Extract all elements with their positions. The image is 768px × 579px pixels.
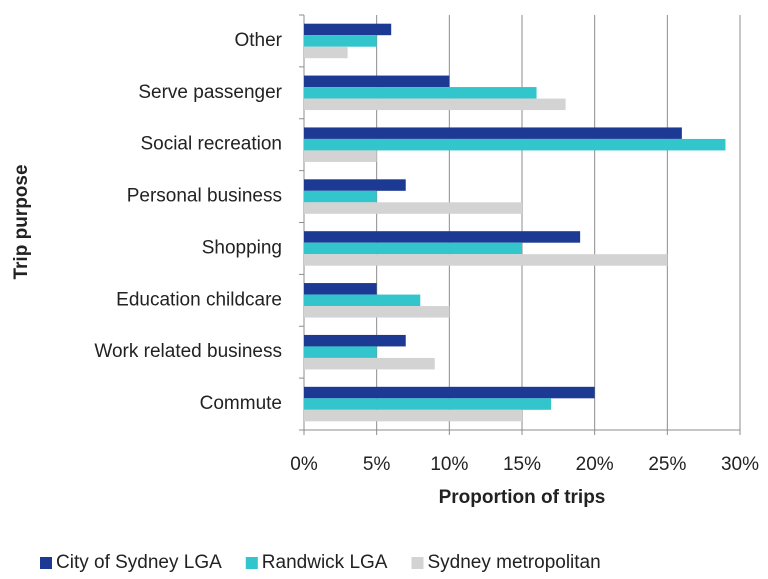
x-tick-label: 0%	[290, 454, 318, 475]
y-tick-label: Shopping	[202, 237, 282, 258]
bar	[304, 138, 726, 151]
bar	[304, 87, 537, 99]
y-tick-label: Social recreation	[140, 134, 282, 155]
y-tick-label: Serve passenger	[138, 82, 282, 103]
bar	[304, 398, 552, 410]
bar	[304, 46, 348, 59]
legend-label: City of Sydney LGA	[56, 552, 222, 573]
y-axis-title: Trip purpose	[11, 164, 32, 279]
bar	[304, 346, 377, 358]
bar	[304, 283, 377, 295]
x-tick-label: 5%	[363, 454, 391, 475]
y-tick-label: Work related business	[94, 341, 282, 362]
bar	[304, 294, 421, 307]
y-tick-label: Personal business	[127, 186, 282, 207]
bar	[304, 242, 522, 255]
legend-swatch	[40, 557, 52, 569]
y-tick-label: Other	[234, 30, 282, 51]
bar	[304, 179, 406, 191]
bar	[304, 98, 566, 111]
x-tick-label: 10%	[430, 454, 468, 475]
bar	[304, 202, 522, 214]
x-tick-label: 25%	[648, 454, 686, 475]
legend-label: Sydney metropolitan	[427, 552, 600, 573]
bar	[304, 150, 377, 162]
y-tick-label: Commute	[200, 393, 282, 414]
x-tick-label: 20%	[576, 454, 614, 475]
bar	[304, 35, 377, 47]
bar	[304, 231, 581, 243]
bar	[304, 23, 392, 36]
bar	[304, 386, 595, 399]
bar	[304, 357, 435, 370]
bar	[304, 409, 522, 422]
legend-swatch	[411, 557, 424, 569]
x-tick-label: 15%	[503, 454, 541, 475]
y-tick-label: Education childcare	[116, 289, 282, 310]
bar	[304, 254, 668, 266]
x-tick-label: 30%	[721, 454, 759, 475]
legend-swatch	[245, 557, 258, 569]
bar	[304, 75, 450, 88]
legend-label: Randwick LGA	[262, 552, 388, 573]
bar	[304, 334, 406, 347]
bar	[304, 190, 377, 203]
bar	[304, 127, 682, 139]
x-axis-title: Proportion of trips	[439, 487, 606, 508]
bar	[304, 306, 450, 318]
